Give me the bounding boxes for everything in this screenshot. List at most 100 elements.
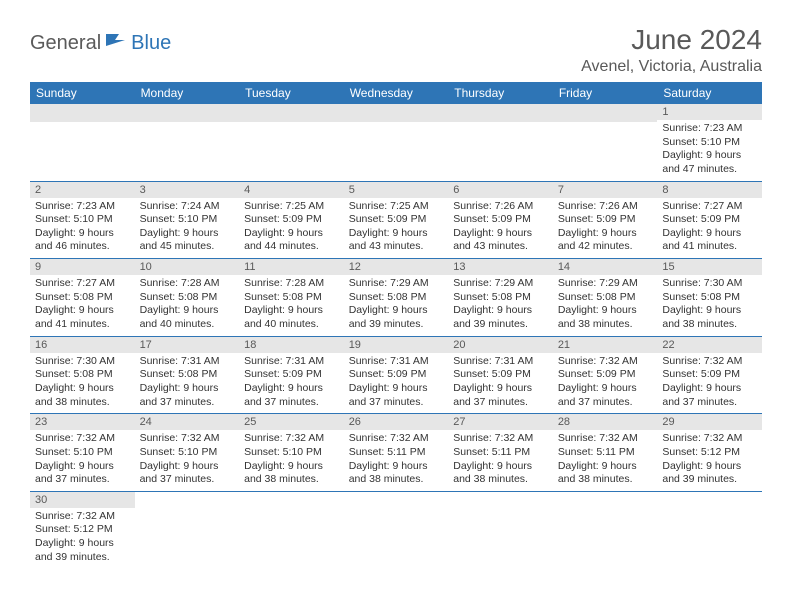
calendar-row: 30Sunrise: 7:32 AMSunset: 5:12 PMDayligh… (30, 491, 762, 568)
day-line: Sunrise: 7:31 AM (349, 355, 444, 369)
logo-text-blue: Blue (131, 32, 171, 55)
day-content: Sunrise: 7:32 AMSunset: 5:10 PMDaylight:… (239, 430, 344, 491)
day-number: 27 (448, 414, 553, 430)
day-number: 22 (657, 337, 762, 353)
day-line: and 40 minutes. (244, 318, 339, 332)
day-content: Sunrise: 7:32 AMSunset: 5:12 PMDaylight:… (30, 508, 135, 569)
day-line: Daylight: 9 hours (453, 382, 548, 396)
day-line: and 38 minutes. (453, 473, 548, 487)
calendar-row: 9Sunrise: 7:27 AMSunset: 5:08 PMDaylight… (30, 259, 762, 337)
calendar-cell: 2Sunrise: 7:23 AMSunset: 5:10 PMDaylight… (30, 181, 135, 259)
day-content: Sunrise: 7:31 AMSunset: 5:08 PMDaylight:… (135, 353, 240, 414)
day-content: Sunrise: 7:24 AMSunset: 5:10 PMDaylight:… (135, 198, 240, 259)
day-line: Sunset: 5:12 PM (35, 523, 130, 537)
day-line: Sunset: 5:10 PM (140, 446, 235, 460)
day-line: and 38 minutes. (558, 473, 653, 487)
day-line: and 37 minutes. (140, 396, 235, 410)
day-content: Sunrise: 7:23 AMSunset: 5:10 PMDaylight:… (657, 120, 762, 181)
day-line: Sunrise: 7:32 AM (140, 432, 235, 446)
day-line: Sunrise: 7:31 AM (140, 355, 235, 369)
calendar-cell: 15Sunrise: 7:30 AMSunset: 5:08 PMDayligh… (657, 259, 762, 337)
day-line: Sunrise: 7:23 AM (35, 200, 130, 214)
day-number: 9 (30, 259, 135, 275)
day-line: Sunset: 5:08 PM (35, 368, 130, 382)
day-line: Daylight: 9 hours (35, 227, 130, 241)
day-line: Sunset: 5:11 PM (453, 446, 548, 460)
day-line: Sunrise: 7:32 AM (35, 510, 130, 524)
day-line: Sunset: 5:10 PM (244, 446, 339, 460)
day-line: and 44 minutes. (244, 240, 339, 254)
calendar-cell (30, 104, 135, 181)
calendar-cell: 7Sunrise: 7:26 AMSunset: 5:09 PMDaylight… (553, 181, 658, 259)
calendar-cell: 24Sunrise: 7:32 AMSunset: 5:10 PMDayligh… (135, 414, 240, 492)
calendar-cell: 1Sunrise: 7:23 AMSunset: 5:10 PMDaylight… (657, 104, 762, 181)
day-number: 15 (657, 259, 762, 275)
day-line: and 47 minutes. (662, 163, 757, 177)
day-number: 19 (344, 337, 449, 353)
day-line: and 37 minutes. (662, 396, 757, 410)
day-line: Sunset: 5:09 PM (662, 213, 757, 227)
day-line: Sunset: 5:09 PM (349, 368, 444, 382)
day-line: Daylight: 9 hours (453, 304, 548, 318)
empty-daynum (448, 104, 553, 122)
calendar-cell (239, 491, 344, 568)
day-line: Sunset: 5:10 PM (35, 213, 130, 227)
day-number: 13 (448, 259, 553, 275)
calendar-row: 2Sunrise: 7:23 AMSunset: 5:10 PMDaylight… (30, 181, 762, 259)
page-title: June 2024 (581, 24, 762, 56)
calendar-cell: 18Sunrise: 7:31 AMSunset: 5:09 PMDayligh… (239, 336, 344, 414)
day-line: Sunset: 5:08 PM (140, 291, 235, 305)
weekday-header: Tuesday (239, 82, 344, 104)
day-content: Sunrise: 7:32 AMSunset: 5:11 PMDaylight:… (448, 430, 553, 491)
day-line: Daylight: 9 hours (453, 227, 548, 241)
day-line: Sunrise: 7:27 AM (662, 200, 757, 214)
day-line: and 38 minutes. (349, 473, 444, 487)
calendar-cell: 12Sunrise: 7:29 AMSunset: 5:08 PMDayligh… (344, 259, 449, 337)
day-line: Daylight: 9 hours (140, 304, 235, 318)
calendar-cell: 6Sunrise: 7:26 AMSunset: 5:09 PMDaylight… (448, 181, 553, 259)
day-content: Sunrise: 7:32 AMSunset: 5:11 PMDaylight:… (344, 430, 449, 491)
calendar-cell (135, 104, 240, 181)
day-line: and 39 minutes. (453, 318, 548, 332)
calendar-cell (135, 491, 240, 568)
day-line: Sunset: 5:08 PM (140, 368, 235, 382)
day-line: Sunset: 5:09 PM (349, 213, 444, 227)
day-line: Daylight: 9 hours (453, 460, 548, 474)
weekday-header: Thursday (448, 82, 553, 104)
weekday-header: Saturday (657, 82, 762, 104)
day-line: Daylight: 9 hours (244, 460, 339, 474)
empty-daynum (553, 104, 658, 122)
day-line: Sunrise: 7:24 AM (140, 200, 235, 214)
day-line: and 46 minutes. (35, 240, 130, 254)
day-line: Daylight: 9 hours (662, 382, 757, 396)
day-line: Sunrise: 7:32 AM (662, 355, 757, 369)
day-number: 8 (657, 182, 762, 198)
day-number: 20 (448, 337, 553, 353)
day-number: 18 (239, 337, 344, 353)
day-content: Sunrise: 7:25 AMSunset: 5:09 PMDaylight:… (239, 198, 344, 259)
day-line: Sunset: 5:08 PM (453, 291, 548, 305)
day-number: 24 (135, 414, 240, 430)
calendar-cell: 14Sunrise: 7:29 AMSunset: 5:08 PMDayligh… (553, 259, 658, 337)
day-line: Sunrise: 7:32 AM (558, 432, 653, 446)
day-line: Sunrise: 7:32 AM (453, 432, 548, 446)
day-content: Sunrise: 7:32 AMSunset: 5:10 PMDaylight:… (135, 430, 240, 491)
day-line: and 45 minutes. (140, 240, 235, 254)
day-line: Daylight: 9 hours (558, 227, 653, 241)
day-line: Sunrise: 7:26 AM (558, 200, 653, 214)
day-line: Sunset: 5:09 PM (558, 213, 653, 227)
day-line: Daylight: 9 hours (349, 382, 444, 396)
day-line: Daylight: 9 hours (140, 227, 235, 241)
empty-daynum (239, 104, 344, 122)
day-number: 21 (553, 337, 658, 353)
calendar-cell: 9Sunrise: 7:27 AMSunset: 5:08 PMDaylight… (30, 259, 135, 337)
day-line: and 39 minutes. (349, 318, 444, 332)
day-line: Sunrise: 7:32 AM (35, 432, 130, 446)
day-line: Sunset: 5:10 PM (35, 446, 130, 460)
day-line: and 37 minutes. (558, 396, 653, 410)
calendar-cell: 4Sunrise: 7:25 AMSunset: 5:09 PMDaylight… (239, 181, 344, 259)
day-line: Sunset: 5:08 PM (349, 291, 444, 305)
calendar-cell (657, 491, 762, 568)
day-line: Sunrise: 7:29 AM (453, 277, 548, 291)
day-content: Sunrise: 7:26 AMSunset: 5:09 PMDaylight:… (448, 198, 553, 259)
